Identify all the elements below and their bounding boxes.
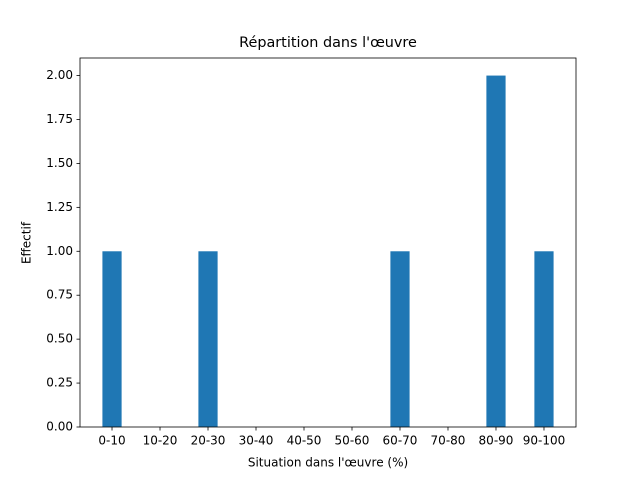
x-axis-label: Situation dans l'œuvre (%) (248, 456, 408, 470)
y-tick-label: 1.25 (46, 200, 73, 214)
x-tick-label: 10-20 (143, 434, 178, 448)
bar (102, 251, 122, 427)
y-tick-label: 0.50 (46, 332, 73, 346)
chart-title: Répartition dans l'œuvre (239, 35, 417, 51)
y-tick-label: 1.75 (46, 112, 73, 126)
bar (534, 251, 554, 427)
x-tick-label: 40-50 (287, 434, 322, 448)
y-tick-label: 1.50 (46, 156, 73, 170)
x-tick-label: 0-10 (98, 434, 125, 448)
y-tick-label: 1.00 (46, 244, 73, 258)
y-tick-label: 0.25 (46, 376, 73, 390)
x-tick-label: 30-40 (239, 434, 274, 448)
y-tick-label: 0.00 (46, 420, 73, 434)
bar (390, 251, 410, 427)
bar (486, 75, 506, 428)
x-tick-label: 80-90 (479, 434, 514, 448)
x-tick-label: 50-60 (335, 434, 370, 448)
plot-frame (79, 57, 577, 428)
x-tick-label: 70-80 (431, 434, 466, 448)
x-tick-label: 60-70 (383, 434, 418, 448)
y-tick-label: 2.00 (46, 68, 73, 82)
x-tick-label: 20-30 (191, 434, 226, 448)
y-axis-label: Effectif (20, 221, 34, 264)
bar (198, 251, 218, 427)
x-tick-label: 90-100 (523, 434, 566, 448)
y-tick-label: 0.75 (46, 288, 73, 302)
